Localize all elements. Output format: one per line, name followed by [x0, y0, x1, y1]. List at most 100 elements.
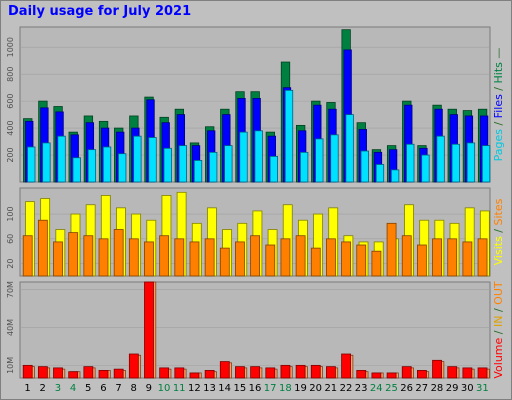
bar-in-day-5	[83, 366, 94, 379]
panel-3-y-tick-label: 70M	[6, 281, 15, 298]
bar-pages-day-3	[57, 135, 66, 183]
bar-pages-day-8	[133, 135, 142, 183]
bar-sites-day-21	[326, 238, 336, 277]
bar-sites-day-3	[53, 241, 63, 277]
bar-sites-day-22	[341, 241, 351, 277]
bar-in-day-25	[386, 372, 397, 379]
x-day-label: 13	[203, 383, 216, 394]
x-day-label: 22	[340, 383, 353, 394]
bar-pages-day-2	[42, 142, 51, 183]
axis-title-part: Hits	[492, 62, 505, 84]
bar-sites-day-7	[113, 229, 124, 277]
bar-pages-day-10	[163, 147, 172, 183]
bar-in-day-31	[477, 367, 488, 379]
x-day-label: 19	[294, 383, 307, 394]
x-day-label: 31	[476, 383, 489, 394]
bar-sites-day-9	[144, 241, 154, 277]
bar-pages-day-22	[345, 114, 354, 183]
x-day-label: 4	[70, 383, 76, 394]
bar-pages-day-16	[254, 130, 263, 183]
bar-sites-day-29	[447, 238, 458, 277]
chart-title: Daily usage for July 2021	[8, 4, 192, 19]
bar-in-day-2	[37, 366, 48, 379]
axis-title-part: Files	[492, 94, 505, 118]
bar-pages-day-14	[224, 145, 233, 183]
bar-sites-day-8	[128, 238, 139, 277]
bar-sites-day-24	[371, 250, 382, 277]
panel-1-y-tick-label: 1000	[6, 37, 15, 57]
x-day-label: 25	[385, 383, 398, 394]
bar-sites-day-11	[174, 238, 185, 277]
bar-sites-day-12	[189, 241, 200, 277]
bar-pages-day-19	[300, 151, 309, 183]
bar-in-day-21	[326, 366, 336, 379]
bar-in-day-23	[356, 370, 367, 379]
bar-pages-day-11	[178, 145, 188, 183]
bar-in-day-19	[295, 364, 306, 379]
bar-pages-day-26	[406, 143, 415, 183]
bar-pages-day-20	[315, 138, 324, 183]
bar-sites-day-28	[432, 238, 442, 277]
bar-pages-day-13	[209, 151, 218, 183]
x-day-label: 14	[218, 383, 231, 394]
bar-sites-day-26	[401, 235, 412, 277]
x-day-label: 28	[431, 383, 444, 394]
bar-pages-day-1	[27, 146, 36, 183]
bar-in-day-17	[265, 367, 276, 379]
bar-pages-day-15	[239, 131, 248, 183]
panel-1-y-tick-label: 800	[6, 67, 15, 82]
x-day-label: 1	[24, 383, 30, 394]
x-day-label: 2	[40, 383, 46, 394]
bar-in-day-30	[462, 367, 473, 379]
bar-in-day-15	[235, 366, 245, 379]
panel-2-y-tick-label: 60	[6, 234, 15, 244]
bar-sites-day-17	[265, 244, 276, 277]
x-day-label: 5	[85, 383, 91, 394]
bar-in-day-1	[22, 364, 33, 379]
panel-3-y-tick-label: 10M	[6, 357, 15, 374]
bar-pages-day-6	[102, 146, 112, 183]
x-day-label: 7	[115, 383, 121, 394]
bar-in-day-14	[219, 361, 230, 379]
panel-2-y-tick-label: 20	[6, 259, 15, 269]
axis-title-part: Volume	[492, 337, 505, 378]
bar-pages-day-24	[375, 164, 385, 183]
bar-pages-day-5	[87, 149, 97, 183]
panel-1-y-tick-label: 200	[6, 147, 15, 162]
x-day-label: 30	[461, 383, 474, 394]
bar-sites-day-31	[477, 238, 488, 277]
bar-sites-day-13	[204, 238, 215, 277]
bar-pages-day-21	[330, 134, 339, 183]
axis-title-part: /	[492, 118, 505, 129]
x-day-label: 26	[400, 383, 413, 394]
bar-pages-day-30	[466, 142, 476, 183]
x-day-label: 12	[188, 383, 201, 394]
bar-pages-day-17	[269, 155, 278, 183]
panel-1-axis-title: Pages / Files / Hits —	[492, 48, 505, 162]
x-day-label: 29	[446, 383, 459, 394]
bar-pages-day-4	[72, 157, 81, 183]
x-day-label: 9	[146, 383, 152, 394]
bar-sites-day-4	[68, 232, 79, 277]
panel-2-y-tick-label: 100	[6, 206, 15, 221]
panel-1-y-tick-label: 400	[6, 120, 15, 135]
bar-pages-day-12	[193, 160, 203, 183]
bar-pages-day-29	[451, 143, 460, 183]
x-day-label: 20	[309, 383, 322, 394]
bar-in-day-12	[189, 372, 200, 379]
x-day-label: 15	[233, 383, 246, 394]
bar-sites-day-14	[219, 247, 230, 277]
axis-title-part: —	[492, 48, 505, 63]
bar-sites-day-19	[295, 235, 306, 277]
bar-pages-day-9	[148, 137, 157, 183]
bar-in-day-16	[250, 366, 261, 379]
x-day-label: 8	[131, 383, 137, 394]
bar-sites-day-10	[159, 235, 170, 277]
panel-1-y-tick-label: 600	[6, 93, 15, 108]
bar-in-day-20	[310, 364, 321, 379]
bar-in-day-4	[68, 371, 79, 379]
bar-in-day-24	[371, 372, 382, 379]
axis-title-part: Pages	[492, 129, 505, 162]
bar-sites-day-5	[83, 235, 94, 277]
